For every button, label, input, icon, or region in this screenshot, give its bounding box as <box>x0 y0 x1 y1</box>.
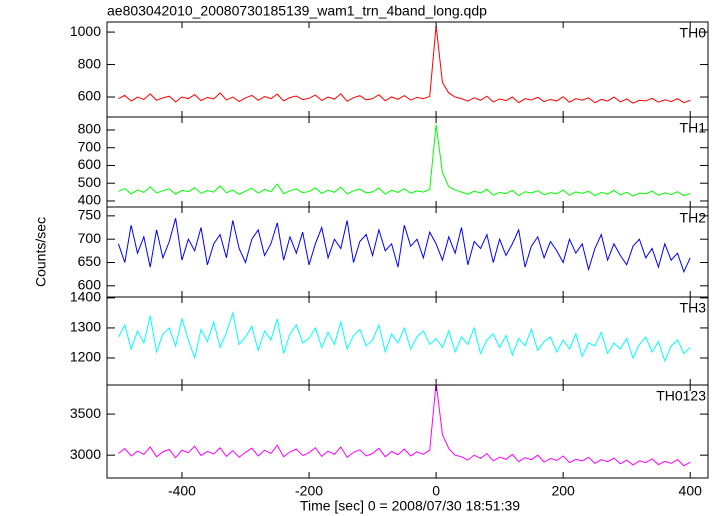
y-axis-label: Counts/sec <box>33 217 49 287</box>
data-line <box>118 25 691 104</box>
y-tick-label: 600 <box>78 88 102 104</box>
x-tick-label: 400 <box>679 483 703 499</box>
panel-label: TH3 <box>680 300 707 316</box>
x-tick-label: 0 <box>432 483 440 499</box>
y-tick-label: 800 <box>78 55 102 71</box>
panel-frame <box>106 206 709 298</box>
data-line <box>117 218 691 274</box>
panel-frame <box>106 384 709 479</box>
y-tick-label: 600 <box>78 277 102 293</box>
y-tick-label: 600 <box>78 156 102 172</box>
y-tick-label: 700 <box>78 138 102 154</box>
y-tick-label: 1200 <box>70 349 101 365</box>
data-line <box>118 382 691 467</box>
panel-label: TH0 <box>680 25 707 41</box>
y-tick-label: 1000 <box>70 23 101 39</box>
chart-title: ae803042010_20080730185139_wam1_trn_4ban… <box>107 3 487 19</box>
y-tick-label: 650 <box>78 253 102 269</box>
panel-frame <box>106 21 709 118</box>
panel-frame <box>106 296 709 386</box>
x-tick-label: -400 <box>168 483 196 499</box>
panel-label: TH1 <box>680 120 707 136</box>
x-tick-label: -200 <box>295 483 323 499</box>
panel-label: TH2 <box>680 210 707 226</box>
y-tick-label: 3000 <box>70 446 101 462</box>
y-tick-label: 500 <box>78 174 102 190</box>
y-tick-label: 1400 <box>70 289 101 305</box>
y-tick-label: 400 <box>78 192 102 208</box>
y-tick-label: 3500 <box>70 405 101 421</box>
x-axis-label: Time [sec] 0 = 2008/07/30 18:51:39 <box>300 498 520 514</box>
y-tick-label: 750 <box>78 207 102 223</box>
data-line <box>117 310 691 363</box>
x-tick-label: 200 <box>551 483 575 499</box>
y-tick-label: 700 <box>78 230 102 246</box>
y-tick-label: 800 <box>78 121 102 137</box>
data-line <box>118 124 691 197</box>
y-tick-label: 1300 <box>70 319 101 335</box>
panel-label: TH0123 <box>656 388 706 404</box>
